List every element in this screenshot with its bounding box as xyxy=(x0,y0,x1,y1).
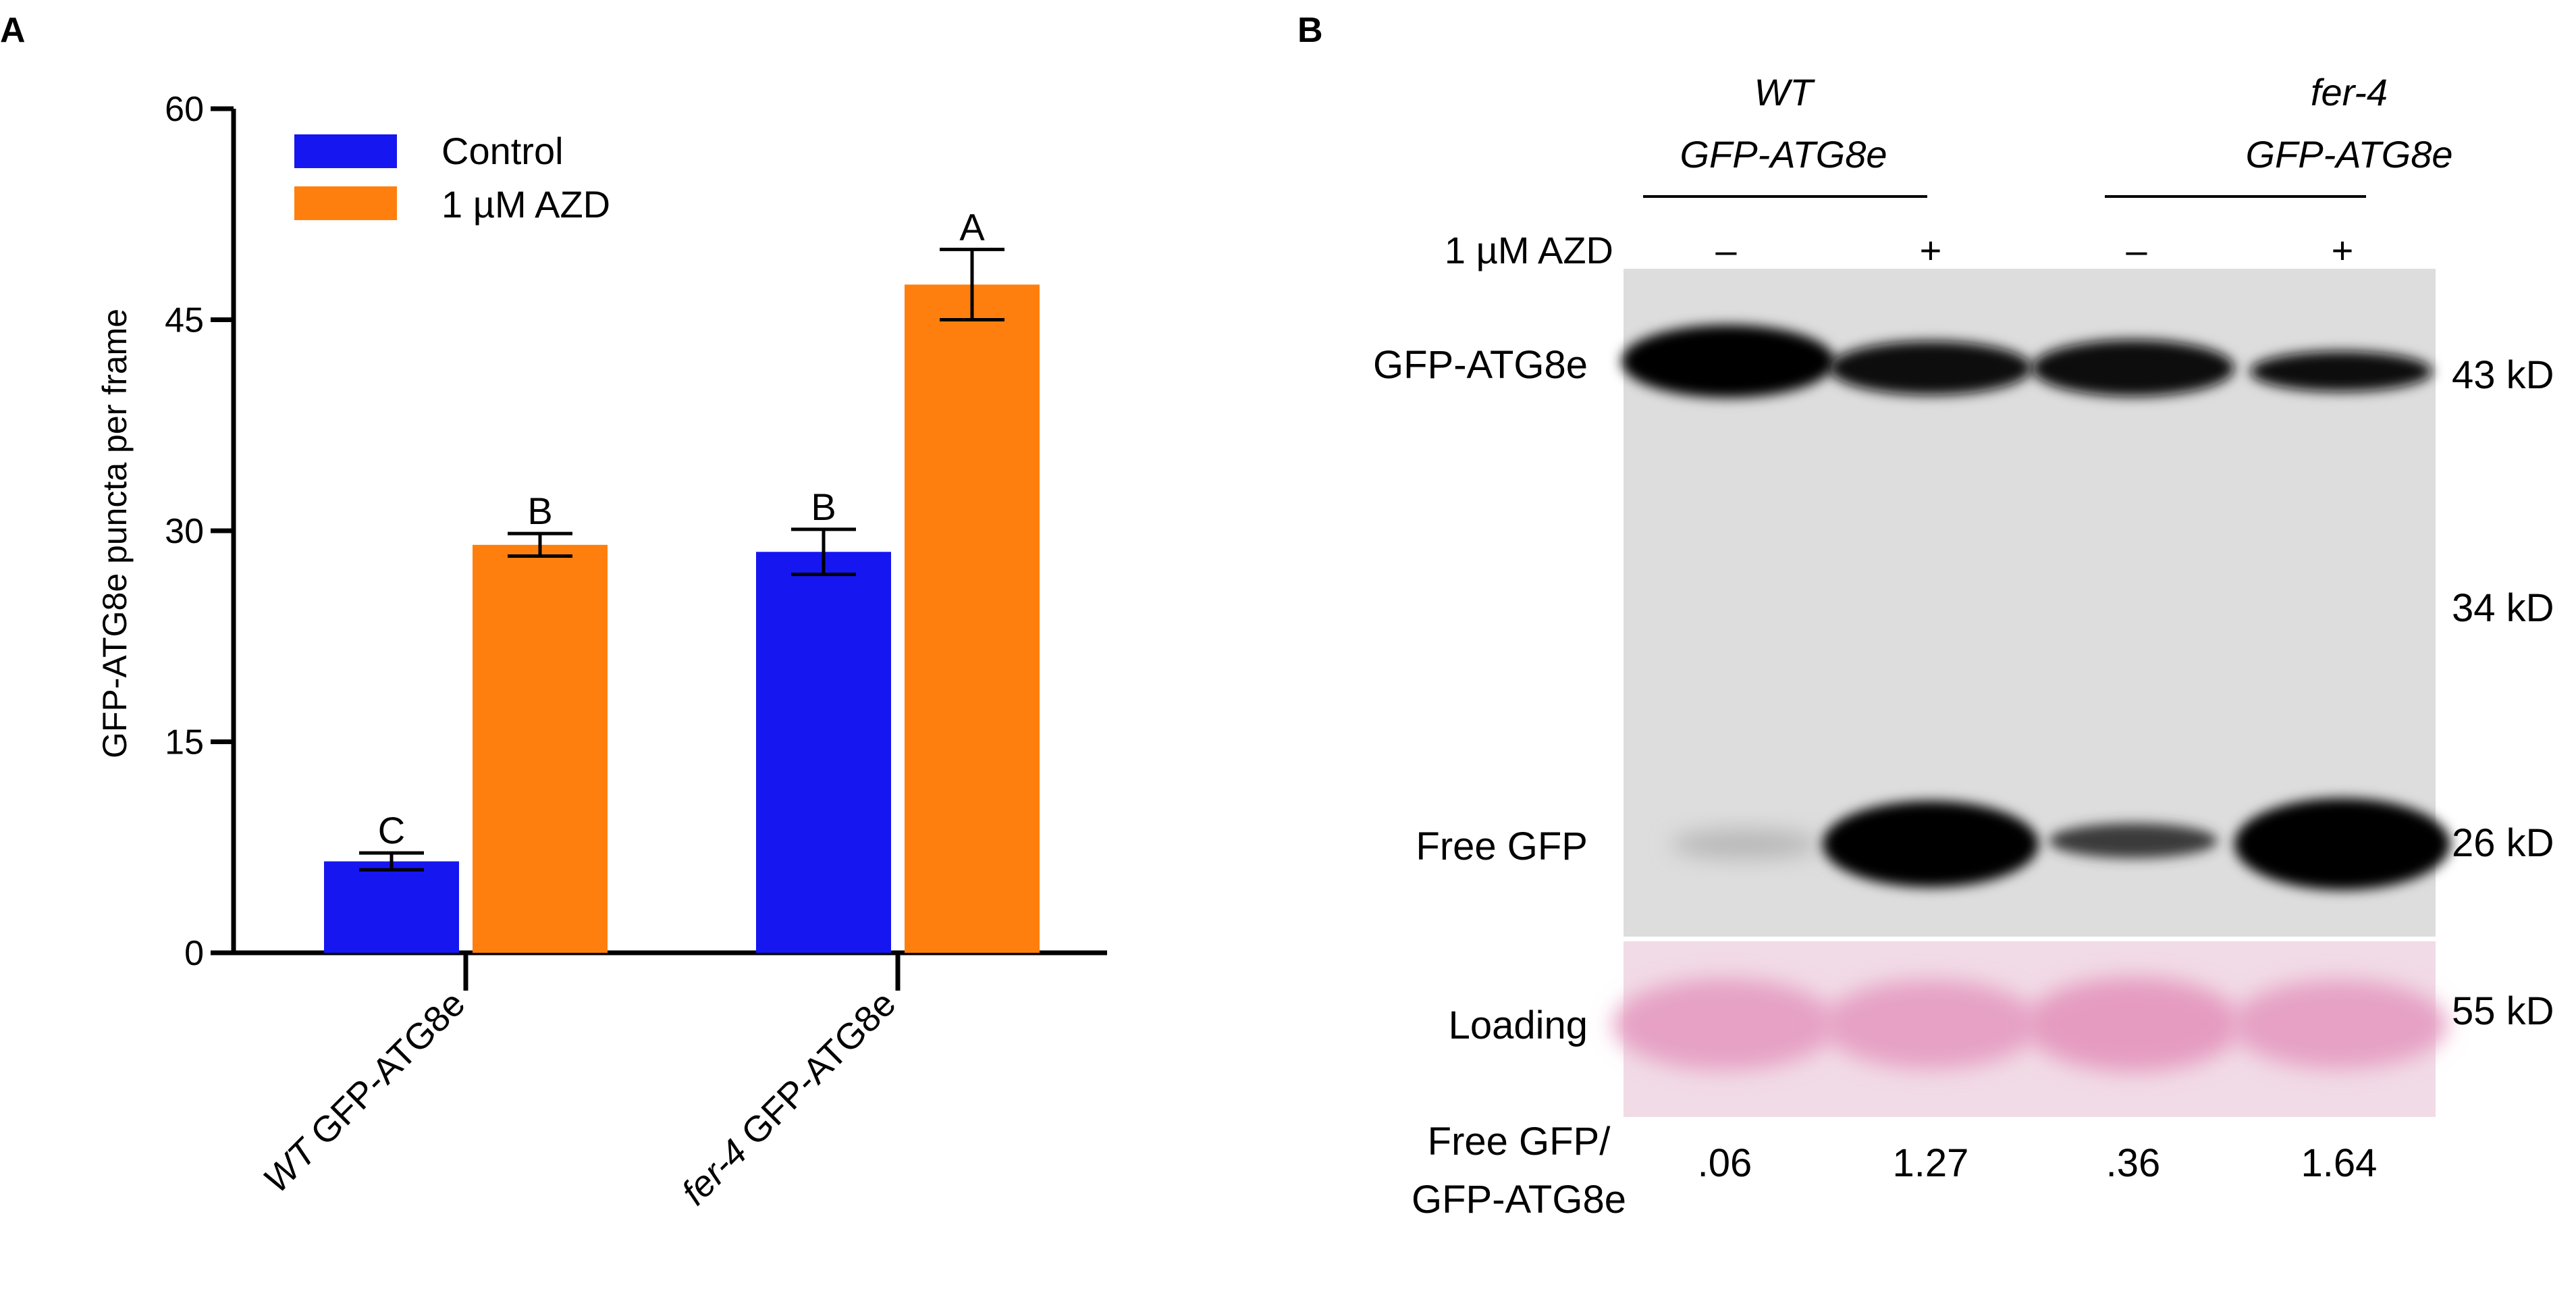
mw-marker-43kd: 43 kD xyxy=(2452,353,2554,397)
bar-control-fer4 xyxy=(756,552,891,953)
treatment-sign-1: – xyxy=(1715,229,1737,271)
loading-band-lane-1 xyxy=(1613,978,1836,1070)
bands-gfp-atg8e xyxy=(1621,325,2432,398)
band-free-gfp-lane-1 xyxy=(1671,829,1819,859)
band-free-gfp-lane-4 xyxy=(2234,798,2450,890)
loading-bands xyxy=(1613,977,2447,1072)
x-category-label-fer4: fer-4 GFP-ATG8e xyxy=(674,983,903,1213)
mw-marker-26kd: 26 kD xyxy=(2452,821,2554,865)
treatment-label: 1 µM AZD xyxy=(1445,229,1613,271)
bar-azd-wt xyxy=(473,544,608,953)
band-label-loading: Loading xyxy=(1449,1003,1588,1047)
loading-band-lane-4 xyxy=(2231,980,2447,1069)
y-axis-title: GFP-ATG8e puncta per frame xyxy=(96,309,134,758)
y-axis-label: GFP-ATG8e puncta per frame xyxy=(96,309,134,758)
mw-marker-55kd: 55 kD xyxy=(2452,989,2554,1033)
band-gfp-atg8e-lane-1 xyxy=(1621,325,1835,398)
panel-a-letter: A xyxy=(0,11,26,50)
legend-label-control: Control xyxy=(441,130,564,172)
bands-free-gfp xyxy=(1671,798,2450,890)
y-tick-label: 60 xyxy=(165,90,204,129)
mw-marker-34kd: 34 kD xyxy=(2452,586,2554,630)
legend-label-azd: 1 µM AZD xyxy=(441,183,610,226)
significance-letter: B xyxy=(811,486,836,528)
band-gfp-atg8e-lane-2 xyxy=(1829,341,2032,395)
x-category-label-wt: WT GFP-ATG8e xyxy=(256,983,473,1201)
treatment-sign-2: + xyxy=(1920,229,1942,271)
treatment-sign-4: + xyxy=(2332,229,2354,271)
ratio-label-line-1: Free GFP/ xyxy=(1428,1120,1611,1163)
ratio-lane-1: .06 xyxy=(1698,1141,1752,1185)
loading-band-lane-3 xyxy=(2025,977,2241,1072)
ratio-lane-4: 1.64 xyxy=(2301,1141,2378,1185)
treatment-sign-3: – xyxy=(2126,229,2147,271)
y-tick-label: 30 xyxy=(165,512,204,551)
western-blot xyxy=(1613,269,2450,1117)
x-category-labels: WT GFP-ATG8e fer-4 GFP-ATG8e xyxy=(256,983,904,1213)
panel-b: B WT GFP-ATG8e fer-4 GFP-ATG8e 1 µM AZD … xyxy=(1297,11,2554,1222)
y-tick-label: 45 xyxy=(165,301,204,340)
bars xyxy=(324,284,1040,953)
panel-b-letter: B xyxy=(1297,11,1323,50)
significance-letter: C xyxy=(378,809,405,852)
y-tick-label: 15 xyxy=(165,723,204,762)
x-ticks xyxy=(463,953,901,991)
band-label-free-gfp: Free GFP xyxy=(1416,825,1588,868)
significance-letters: C B B A xyxy=(378,205,986,852)
ratio-label-line-2: GFP-ATG8e xyxy=(1412,1178,1626,1222)
bar-control-wt xyxy=(324,861,459,953)
header-wt-construct: GFP-ATG8e xyxy=(1680,133,1887,176)
band-free-gfp-lane-2 xyxy=(1823,801,2039,887)
significance-letter: B xyxy=(527,490,552,532)
band-gfp-atg8e-lane-4 xyxy=(2250,351,2432,392)
error-bars xyxy=(359,247,1004,872)
band-label-gfp-atg8e: GFP-ATG8e xyxy=(1373,343,1588,387)
header-wt-genotype: WT xyxy=(1754,71,1815,113)
legend-swatch-control xyxy=(294,134,397,168)
panel-a: A GFP-ATG8e puncta per frame 0 15 30 45 60 C… xyxy=(0,11,1107,1213)
header-fer4-construct: GFP-ATG8e xyxy=(2245,133,2452,176)
y-tick-label: 0 xyxy=(184,934,204,973)
bar-azd-fer4 xyxy=(905,284,1040,953)
significance-letter: A xyxy=(959,205,985,248)
band-gfp-atg8e-lane-3 xyxy=(2032,340,2234,396)
header-fer4-genotype: fer-4 xyxy=(2311,71,2388,113)
loading-band-lane-2 xyxy=(1823,980,2039,1069)
legend-swatch-azd xyxy=(294,186,397,220)
y-ticks: 0 15 30 45 60 xyxy=(165,90,234,973)
ratio-lane-3: .36 xyxy=(2106,1141,2161,1185)
band-free-gfp-lane-3 xyxy=(2049,823,2218,858)
ratio-lane-2: 1.27 xyxy=(1893,1141,1969,1185)
legend: Control 1 µM AZD xyxy=(294,130,610,226)
